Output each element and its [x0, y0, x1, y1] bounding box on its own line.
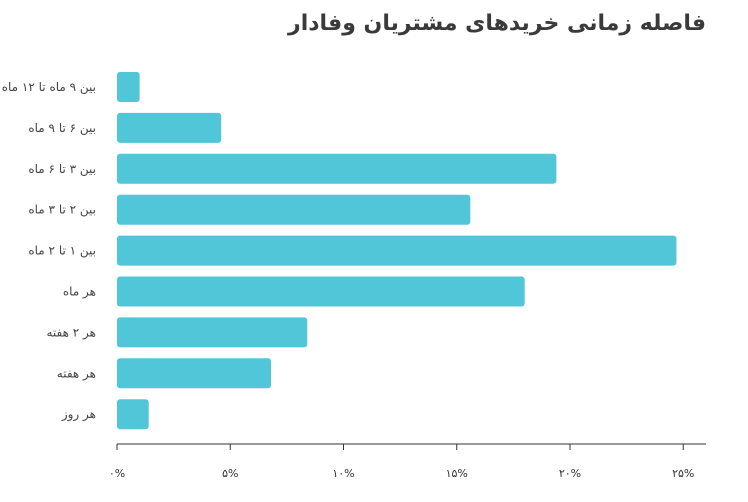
bars-group	[117, 72, 677, 430]
bar	[117, 399, 149, 430]
bar	[117, 276, 525, 307]
bar	[117, 358, 272, 389]
bar	[117, 112, 222, 143]
category-label: بین ۱ تا ۲ ماه	[28, 244, 96, 259]
category-label: هر هفته	[57, 366, 96, 381]
category-label: بین ۲ تا ۳ ماه	[28, 203, 96, 218]
bar	[117, 317, 308, 348]
category-label: بین ۶ تا ۹ ماه	[28, 121, 96, 136]
bar	[117, 235, 677, 266]
x-tick-label: ۲۵%	[672, 467, 694, 480]
x-tick-label: ۱۰%	[332, 467, 354, 480]
x-tick-label: ۲۰%	[559, 467, 581, 480]
category-label: هر ۲ هفته	[47, 325, 97, 340]
x-axis-ticks: ۰% ۵% ۱۰% ۱۵% ۲۰% ۲۵%	[109, 444, 694, 480]
category-label: بین ۹ ماه تا ۱۲ ماه	[2, 80, 96, 95]
x-tick-label: ۱۵%	[446, 467, 468, 480]
category-label: هر ماه	[63, 285, 96, 300]
category-labels: بین ۹ ماه تا ۱۲ ماه بین ۶ تا ۹ ماه بین ۳ ت…	[2, 80, 96, 422]
bar	[117, 72, 140, 102]
category-label: هر روز	[61, 407, 96, 422]
chart-title: فاصله زمانی خریدهای مشتریان وفادار	[287, 11, 706, 36]
category-label: بین ۳ تا ۶ ماه	[28, 162, 96, 177]
x-tick-label: ۰%	[109, 467, 125, 480]
x-tick-label: ۵%	[222, 467, 238, 480]
bar	[117, 153, 557, 184]
bar	[117, 194, 471, 225]
